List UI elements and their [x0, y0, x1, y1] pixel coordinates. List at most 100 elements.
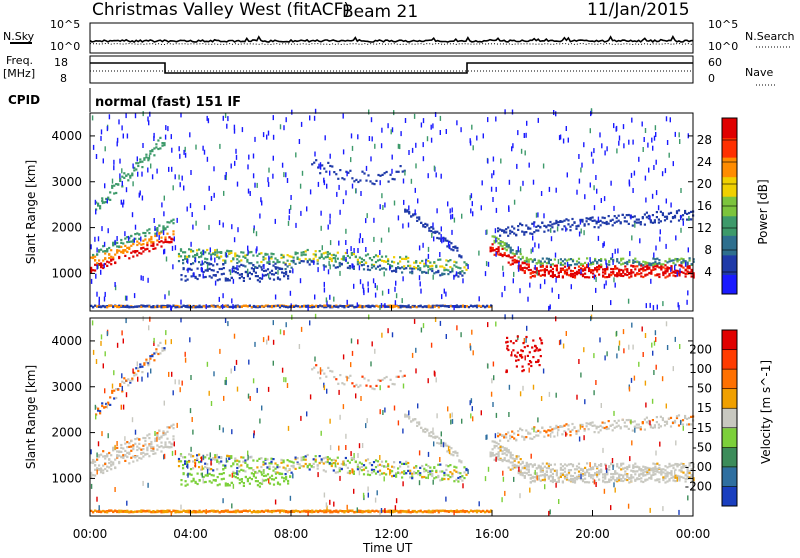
data-cell [465, 474, 467, 476]
data-cell [99, 300, 100, 305]
data-cell [118, 250, 120, 252]
data-cell [130, 440, 132, 442]
data-cell [638, 219, 640, 221]
data-cell [295, 252, 297, 254]
data-cell [349, 257, 351, 259]
data-cell [613, 206, 614, 211]
data-cell [646, 212, 648, 214]
data-cell [680, 271, 682, 273]
data-cell [516, 164, 517, 169]
data-cell [505, 228, 507, 230]
data-cell [174, 306, 176, 308]
data-cell [407, 462, 409, 464]
data-cell [189, 473, 191, 475]
data-cell [361, 264, 363, 266]
data-cell [498, 453, 500, 455]
data-cell [510, 251, 512, 253]
data-cell [664, 421, 666, 423]
data-cell [610, 476, 612, 478]
data-cell [389, 266, 390, 271]
data-cell [323, 168, 325, 170]
data-cell [202, 146, 203, 151]
data-cell [497, 432, 499, 434]
data-cell [583, 230, 584, 235]
data-cell [472, 201, 473, 206]
data-cell [132, 164, 133, 169]
data-cell [329, 462, 331, 464]
data-cell [369, 269, 371, 271]
data-cell [198, 256, 200, 258]
data-cell [528, 469, 530, 471]
data-cell [662, 419, 664, 421]
data-cell [608, 420, 610, 422]
data-cell [670, 220, 672, 222]
data-cell [510, 249, 512, 251]
data-cell [492, 250, 494, 252]
data-cell [582, 475, 584, 477]
data-cell [90, 244, 91, 249]
data-cell [510, 454, 512, 456]
data-cell [429, 265, 431, 267]
data-cell [418, 305, 420, 307]
data-cell [372, 136, 373, 141]
data-cell [244, 462, 246, 464]
data-cell [207, 157, 208, 162]
data-cell [644, 468, 646, 470]
data-cell [666, 471, 668, 473]
data-cell [190, 468, 192, 470]
data-cell [290, 195, 291, 200]
data-cell [238, 465, 240, 467]
data-cell [664, 272, 666, 274]
data-cell [194, 254, 196, 256]
data-cell [111, 390, 113, 392]
data-cell [531, 223, 533, 225]
data-cell [351, 305, 353, 307]
data-cell [436, 436, 438, 438]
data-cell [363, 259, 365, 261]
data-cell [172, 438, 174, 440]
data-cell [465, 264, 467, 266]
data-cell [429, 268, 431, 270]
data-cell [119, 159, 120, 164]
data-cell [160, 450, 162, 452]
data-cell [106, 265, 108, 267]
data-cell [375, 268, 377, 270]
data-cell [187, 279, 189, 281]
data-cell [233, 510, 235, 512]
data-cell [208, 225, 209, 230]
data-cell [305, 254, 307, 256]
data-cell [614, 472, 616, 474]
data-cell [495, 117, 496, 122]
data-cell [542, 262, 544, 264]
data-cell [520, 463, 522, 465]
data-cell [345, 229, 346, 234]
data-cell [634, 466, 636, 468]
data-cell [338, 185, 339, 190]
data-cell [638, 466, 640, 468]
data-cell [215, 275, 217, 277]
data-cell [291, 110, 292, 115]
data-cell [183, 510, 185, 512]
data-cell [602, 268, 604, 270]
data-cell [654, 274, 656, 276]
data-cell [329, 295, 330, 300]
data-cell [680, 188, 681, 193]
data-cell [644, 269, 646, 271]
data-cell [573, 222, 575, 224]
data-cell [689, 265, 691, 267]
data-cell [207, 116, 208, 121]
data-cell [453, 261, 455, 263]
data-cell [151, 150, 153, 152]
data-cell [139, 193, 140, 198]
data-cell [329, 511, 331, 513]
data-cell [214, 258, 215, 263]
data-cell [678, 414, 680, 416]
data-cell [537, 435, 539, 437]
data-cell [578, 272, 580, 274]
data-cell [655, 125, 656, 130]
data-cell [538, 467, 540, 469]
data-cell [333, 510, 335, 512]
data-cell [598, 226, 600, 228]
data-cell [500, 241, 502, 243]
data-cell [595, 277, 596, 282]
